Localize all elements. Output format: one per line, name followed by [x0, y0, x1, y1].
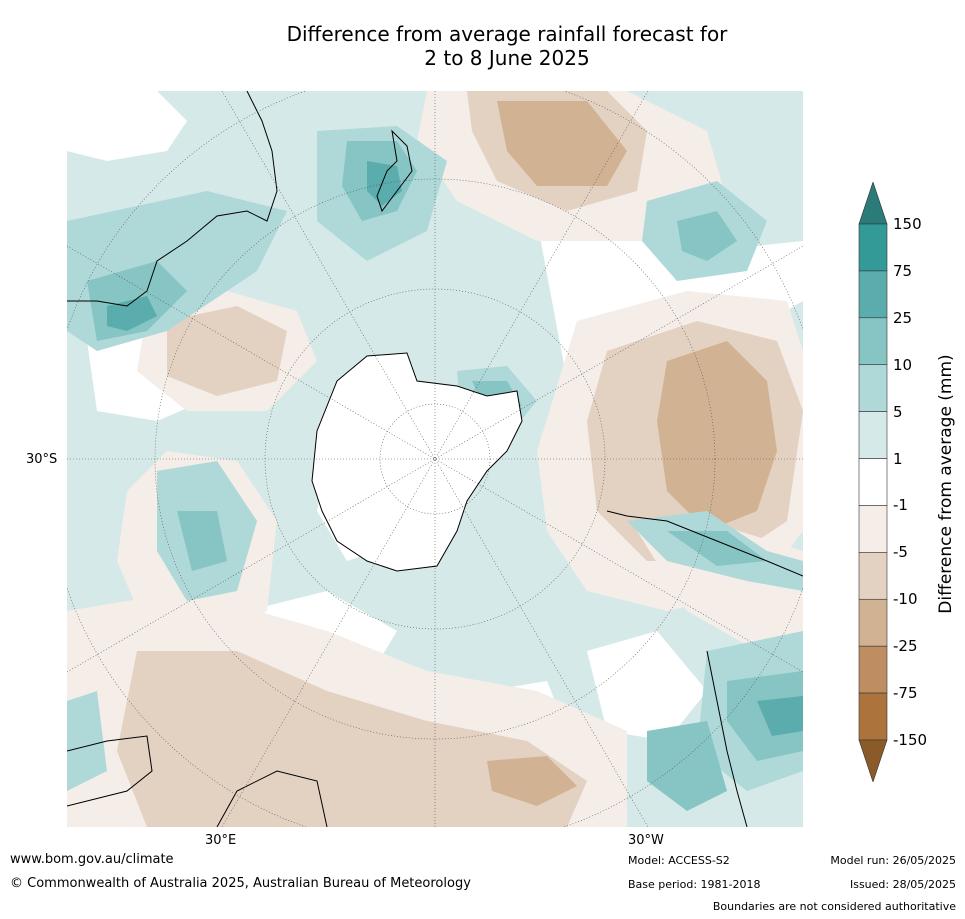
colorbar-tick-label: -5: [893, 543, 908, 562]
lat-label-30s: 30°S: [26, 452, 58, 467]
colorbar-tick-label: 5: [893, 402, 903, 421]
colorbar-tick-label: 75: [893, 261, 913, 280]
colorbar-tick-label: 150: [893, 215, 922, 233]
colorbar-bin: [858, 317, 888, 366]
colorbar-tick-label: -75: [893, 684, 918, 703]
colorbar: [858, 181, 888, 783]
footer-disclaimer: Boundaries are not considered authoritat…: [712, 900, 956, 913]
colorbar-bin: [858, 364, 888, 412]
colorbar-title: Difference from average (mm): [936, 354, 956, 614]
lon-label-30w: 30°W: [628, 833, 664, 848]
colorbar-bin: [858, 598, 888, 647]
map-svg: [67, 91, 803, 827]
antarctica-landmass: [311, 352, 523, 572]
footer-issued: Issued: 28/05/2025: [849, 878, 956, 891]
colorbar-tick-label: -1: [893, 496, 908, 515]
colorbar-tick-label: 25: [893, 308, 913, 327]
colorbar-tick-label: 10: [893, 355, 913, 374]
title-line-1: Difference from average rainfall forecas…: [286, 22, 728, 46]
footer-model: Model: ACCESS-S2: [628, 854, 730, 867]
colorbar-bin: [858, 411, 888, 459]
footer-base-period: Base period: 1981-2018: [628, 878, 761, 891]
colorbar-tick-label: 1: [893, 449, 903, 468]
map-title: Difference from average rainfall forecas…: [0, 22, 965, 70]
footer-model-run: Model run: 26/05/2025: [830, 854, 956, 867]
colorbar-tick-label: -150: [893, 731, 928, 749]
rainfall-anomaly-map: [67, 91, 803, 827]
colorbar-bin: [858, 458, 888, 506]
colorbar-tick-label: -10: [893, 590, 918, 609]
coastlines: [67, 91, 803, 827]
colorbar-bin: [858, 270, 888, 319]
colorbar-bin: [858, 552, 888, 600]
footer-copyright: © Commonwealth of Australia 2025, Austra…: [10, 876, 471, 891]
graticule: [67, 91, 803, 827]
colorbar-over-arrow: [858, 181, 888, 225]
colorbar-bin: [858, 223, 888, 272]
colorbar-bin: [858, 692, 888, 741]
title-line-2: 2 to 8 June 2025: [424, 46, 590, 70]
colorbar-tick-label: -25: [893, 637, 918, 656]
lon-label-30e: 30°E: [205, 833, 237, 848]
colorbar-svg: [858, 181, 888, 783]
colorbar-bin: [858, 645, 888, 694]
colorbar-under-arrow: [858, 739, 888, 783]
footer-website: www.bom.gov.au/climate: [10, 852, 174, 867]
colorbar-bin: [858, 505, 888, 553]
